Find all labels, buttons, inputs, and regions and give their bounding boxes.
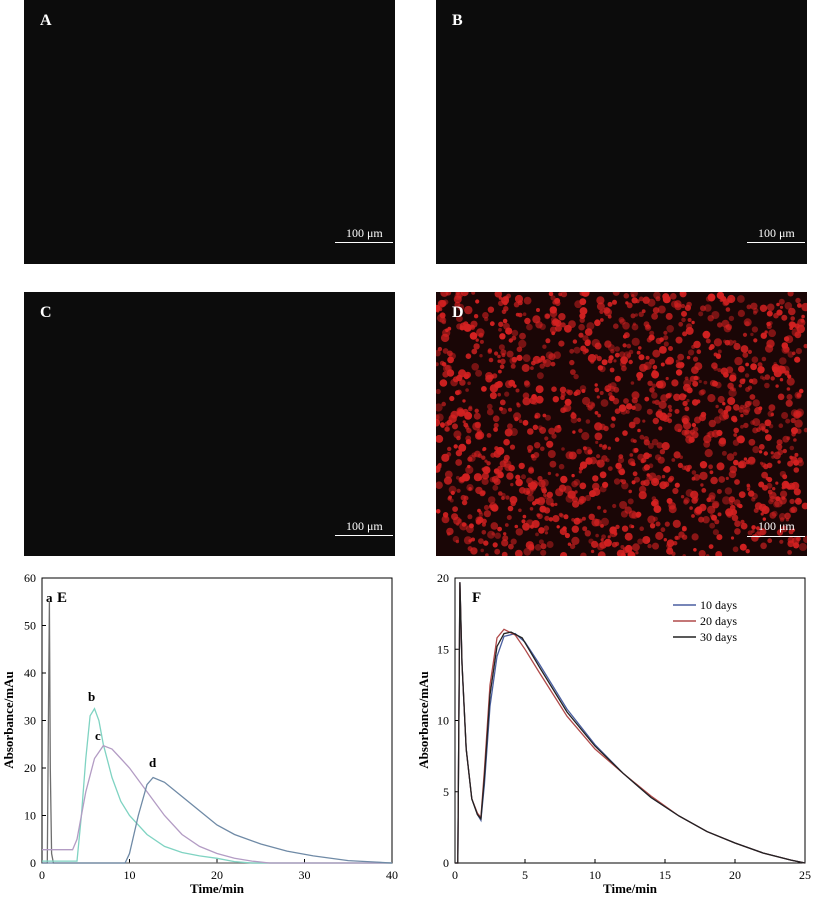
scale-bar-d [747, 536, 805, 537]
chart-f-xtick-label: 5 [522, 868, 528, 882]
legend-label-20-days: 20 days [700, 614, 737, 628]
chart-e-ytick-label: 40 [24, 666, 36, 680]
chart-f-series-10-days [455, 582, 806, 864]
micrograph-a: A 100 μm [24, 0, 395, 264]
chart-f-series-20-days [455, 582, 806, 864]
micrograph-d: D 100 μm [436, 292, 807, 556]
scale-label-a: 100 μm [346, 226, 383, 240]
scale-label-d: 100 μm [758, 519, 795, 533]
chart-f-series-30-days [455, 582, 806, 864]
legend-label-10-days: 10 days [700, 598, 737, 612]
micrograph-b: B 100 μm [436, 0, 807, 264]
chart-f-ytick-label: 5 [443, 785, 449, 799]
fluorescent-cells-image [436, 292, 807, 556]
chart-e-ytick-label: 0 [30, 856, 36, 870]
chart-f-ytick-label: 0 [443, 856, 449, 870]
chart-f-ytick-label: 20 [437, 571, 449, 585]
chart-e-xtick-label: 30 [299, 868, 311, 882]
chart-e-annotation-d: d [149, 755, 157, 770]
chart-e-annotation-a: a [46, 590, 53, 605]
panel-letter-c: C [40, 304, 52, 321]
chart-e-xlabel: Time/min [190, 881, 245, 896]
chart-e-xtick-label: 0 [39, 868, 45, 882]
chart-e-series-d [42, 776, 393, 864]
chart-e-xtick-label: 40 [386, 868, 398, 882]
panel-letter-b: B [452, 12, 463, 29]
chart-e-annotation-b: b [88, 689, 95, 704]
chart-f-xtick-label: 25 [799, 868, 811, 882]
chart-e-ylabel: Absorbance/mAu [1, 671, 16, 769]
chart-e-annotation-panel: E [57, 590, 67, 606]
chart-f-ytick-label: 10 [437, 714, 449, 728]
chart-f-annotation-panel: F [472, 590, 481, 606]
micrograph-c: C 100 μm [24, 292, 395, 556]
chart-f-xtick-label: 10 [589, 868, 601, 882]
chart-e-ytick-label: 50 [24, 619, 36, 633]
chart-e-ytick-label: 30 [24, 714, 36, 728]
chart-f-xlabel: Time/min [603, 881, 658, 896]
chart-e-ytick-label: 10 [24, 809, 36, 823]
scale-label-c: 100 μm [346, 519, 383, 533]
chart-e-ytick-label: 60 [24, 571, 36, 585]
chart-f-frame [454, 577, 806, 864]
chart-f-ylabel: Absorbance/mAu [416, 671, 431, 769]
chart-e-series-c [42, 744, 392, 864]
scale-label-b: 100 μm [758, 226, 795, 240]
panel-letter-a: A [40, 12, 52, 29]
legend-label-30-days: 30 days [700, 630, 737, 644]
panel-letter-d: D [452, 304, 464, 321]
chart-f-xtick-label: 15 [659, 868, 671, 882]
scale-bar-a [335, 242, 393, 243]
chart-f-xtick-label: 0 [452, 868, 458, 882]
chart-f-ytick-label: 15 [437, 642, 449, 656]
chart-f-legend: 10 days 20 days 30 days [673, 598, 737, 644]
chart-e-xtick-label: 10 [124, 868, 136, 882]
chart-f-xtick-label: 20 [729, 868, 741, 882]
chart-e-series-b [42, 707, 392, 864]
chart-e-annotation-c: c [95, 728, 101, 743]
scale-bar-c [335, 535, 393, 536]
chart-e-xtick-label: 20 [211, 868, 223, 882]
chart-e-ytick-label: 20 [24, 761, 36, 775]
scale-bar-b [747, 242, 805, 243]
